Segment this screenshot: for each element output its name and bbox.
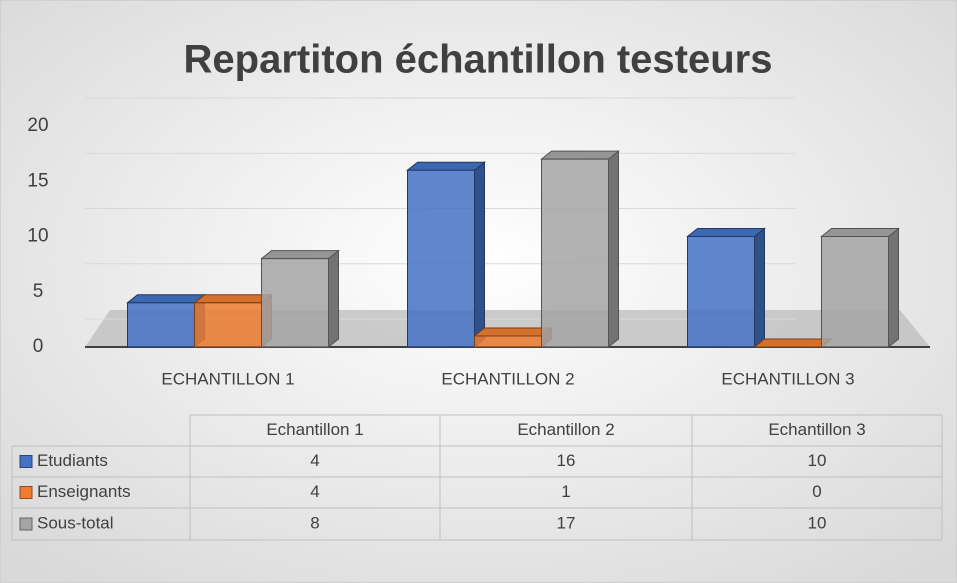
x-tick-label: ECHANTILLON 3 xyxy=(721,369,854,388)
chart-title: Repartiton échantillon testeurs xyxy=(184,38,773,82)
table-cell: 4 xyxy=(310,482,319,501)
legend-label: Sous-total xyxy=(37,513,114,532)
bar-top xyxy=(126,294,206,304)
y-tick-label: 20 xyxy=(27,115,48,136)
y-tick-label: 0 xyxy=(33,336,44,357)
bar-top xyxy=(406,161,486,171)
table-cell: 0 xyxy=(812,482,821,501)
legend-swatch xyxy=(19,455,33,468)
bar xyxy=(821,236,889,348)
y-tick-label: 15 xyxy=(27,170,48,191)
table-cell: 8 xyxy=(310,513,319,532)
bar-top xyxy=(193,294,273,304)
legend-swatch xyxy=(19,486,33,499)
bar xyxy=(407,169,475,348)
y-tick-label: 5 xyxy=(33,281,44,302)
bar-top xyxy=(540,150,620,160)
bar-side xyxy=(608,150,619,349)
bar-top xyxy=(473,327,553,337)
bar xyxy=(127,302,195,348)
table-cell: 16 xyxy=(557,451,576,470)
table-cell: 10 xyxy=(808,451,827,470)
legend-swatch xyxy=(19,517,33,531)
bar-side xyxy=(328,249,339,349)
y-tick-label: 10 xyxy=(27,226,48,247)
x-tick-label: ECHANTILLON 2 xyxy=(441,369,574,388)
table-cell: 10 xyxy=(808,513,827,532)
table-cell: 4 xyxy=(310,451,319,470)
legend-label: Enseignants xyxy=(37,482,131,501)
table-cell: 1 xyxy=(561,482,570,501)
bar-side xyxy=(474,161,485,349)
table-header: Echantillon 1 xyxy=(266,420,363,439)
bar xyxy=(687,236,755,348)
bar-top xyxy=(753,338,833,348)
bar-side xyxy=(888,227,899,349)
table-header: Echantillon 3 xyxy=(768,420,865,439)
bar-top xyxy=(820,228,900,237)
bar xyxy=(194,302,262,348)
legend-label: Etudiants xyxy=(37,451,108,470)
bar-top xyxy=(260,250,340,260)
table-cell: 17 xyxy=(557,513,576,532)
bar-top xyxy=(686,228,766,237)
x-tick-label: ECHANTILLON 1 xyxy=(161,369,294,388)
bar xyxy=(261,258,329,348)
bar xyxy=(474,335,542,348)
bar-side xyxy=(754,227,765,349)
table-header: Echantillon 2 xyxy=(517,420,614,439)
bar xyxy=(541,158,609,348)
